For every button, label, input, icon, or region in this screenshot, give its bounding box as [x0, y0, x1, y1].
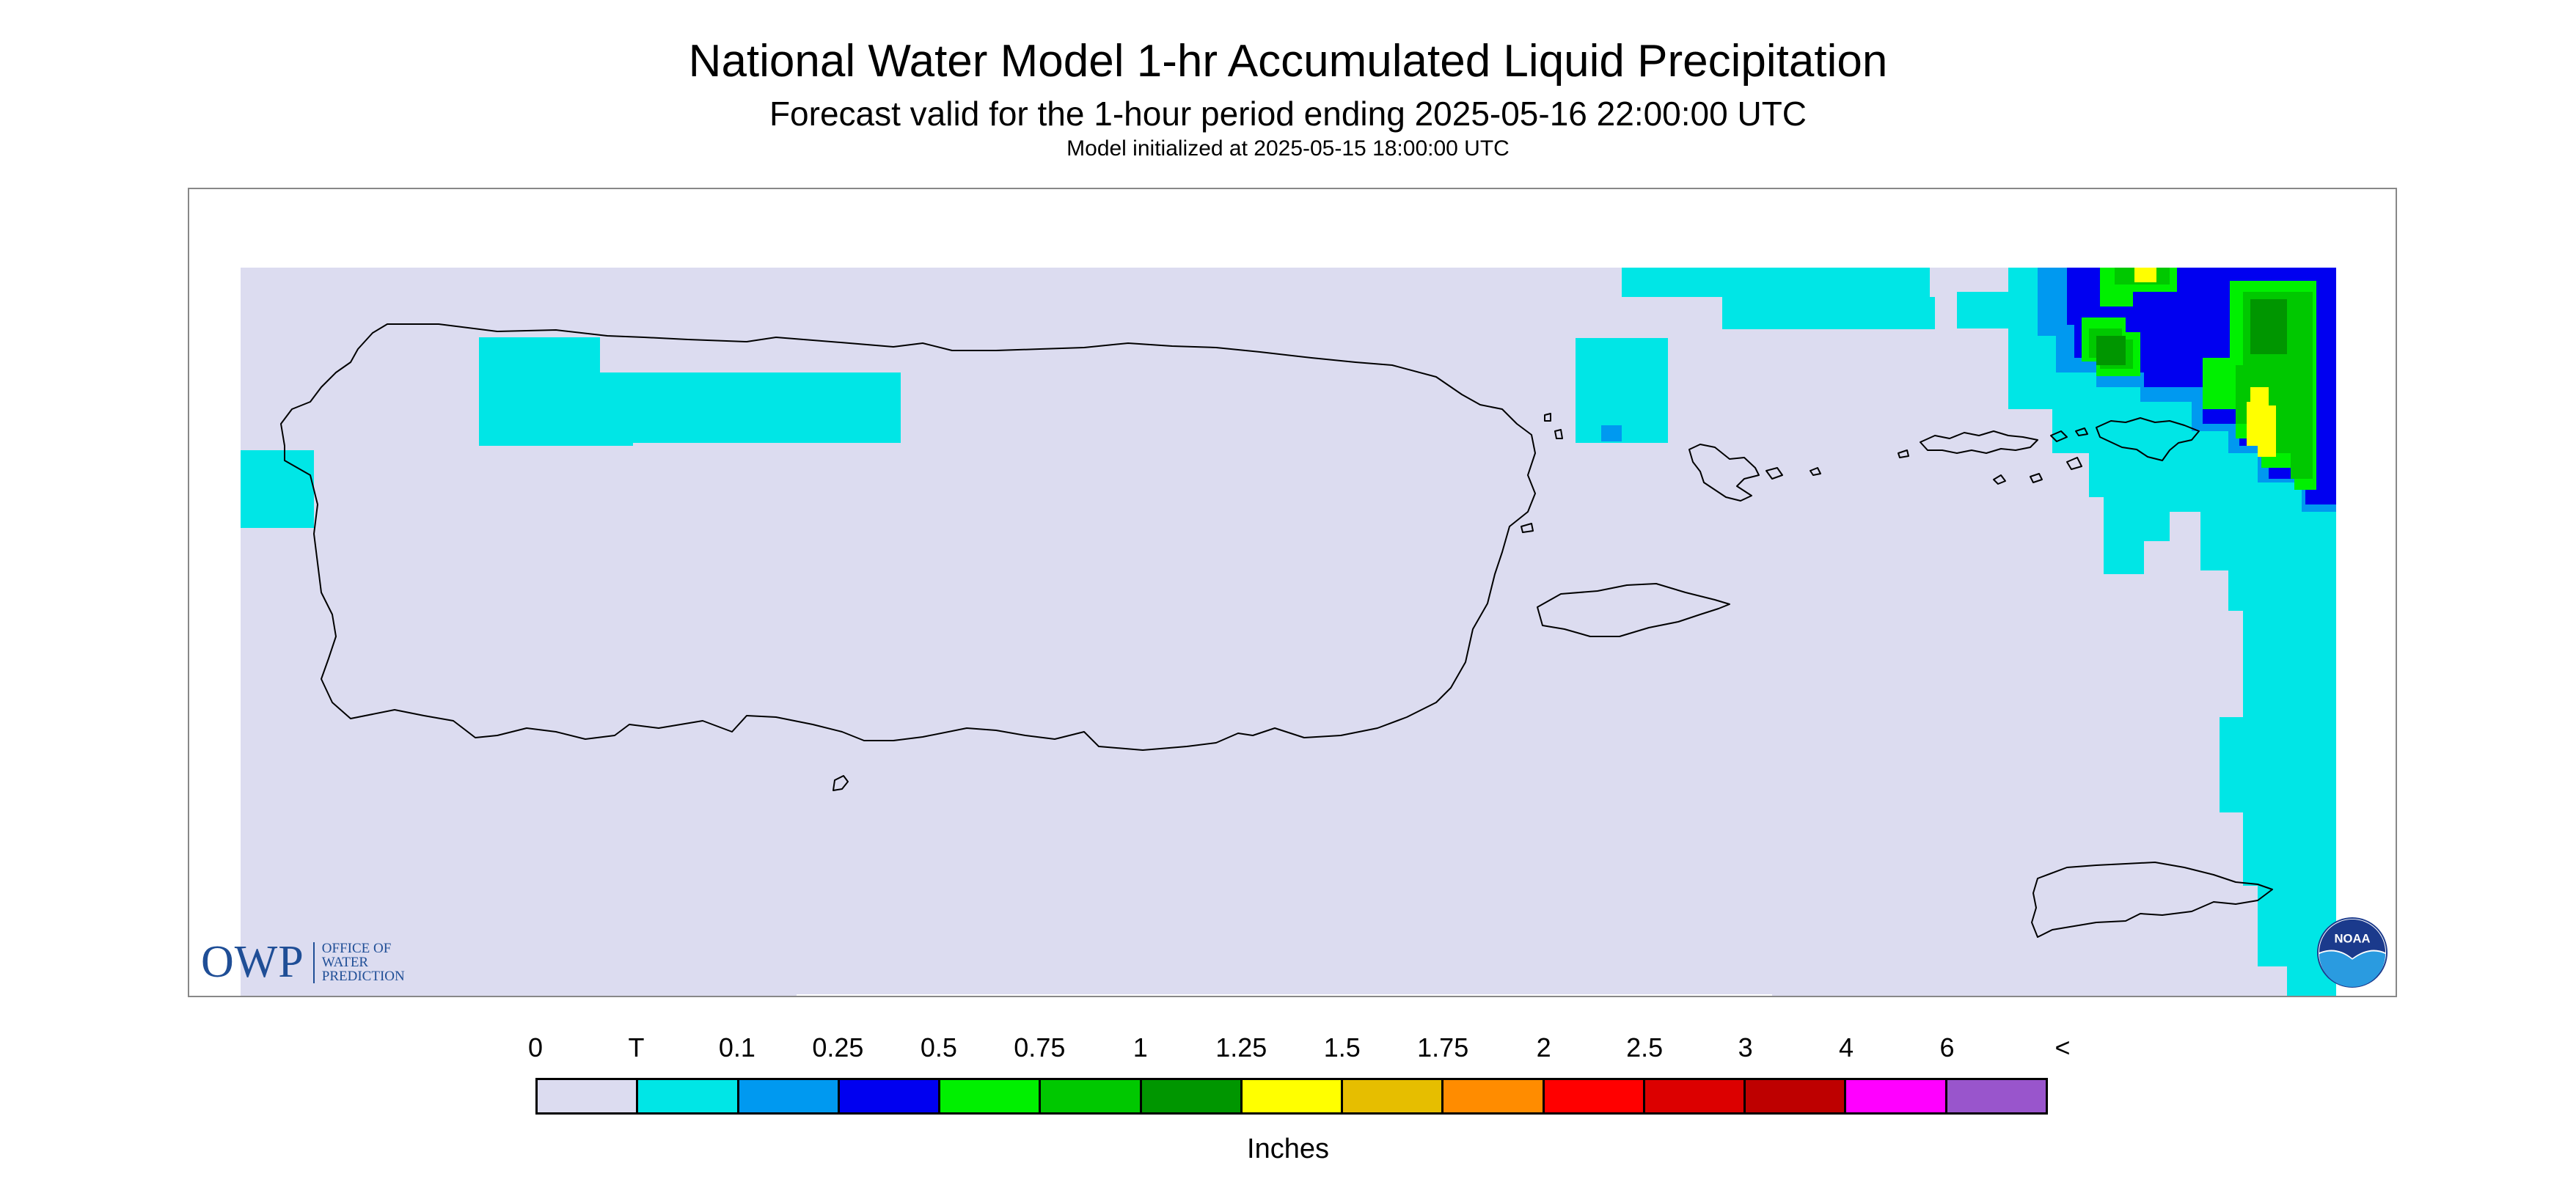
precip-trace-patch [241, 450, 314, 528]
legend-swatch [940, 1080, 1042, 1112]
legend-tick-labels: 0 T 0.1 0.25 0.5 0.75 1 1.25 1.5 1.75 2 2.5 3 4 6 < [0, 1032, 2576, 1069]
legend-tick-label: T [628, 1032, 645, 1062]
legend-tick-label: 1 [1133, 1032, 1148, 1062]
owp-logo: OWP OFFICE OF WATER PREDICTION [201, 936, 405, 988]
legend-swatch [638, 1080, 739, 1112]
coastlines [280, 323, 2273, 938]
precip-1.25-area [2247, 387, 2276, 457]
vieques-coastline [1537, 583, 1730, 637]
cayo-coastline [1521, 523, 1534, 533]
precip-heavy-cluster [2038, 268, 2336, 512]
map-edge-gap [797, 994, 1772, 996]
owp-abbrev: OWP [201, 937, 304, 987]
legend-swatch [1846, 1080, 1947, 1112]
legend-swatch [1544, 1080, 1645, 1112]
legend-tick-label: 0.5 [920, 1032, 957, 1062]
legend-tick-label: 1.25 [1215, 1032, 1267, 1062]
precip-0.1-patch [1601, 425, 1622, 441]
islet-coastline [2030, 473, 2043, 483]
legend-swatch [538, 1080, 639, 1112]
st-croix-coastline [2031, 862, 2273, 938]
legend-swatch [1644, 1080, 1746, 1112]
legend-tick-label: 0.25 [812, 1032, 864, 1062]
st-john-coastline [2096, 417, 2200, 461]
precip-trace-patch [1622, 268, 1930, 297]
owp-line-1: OFFICE OF [321, 941, 392, 956]
map-panel: OWP OFFICE OF WATER PREDICTION NOAA [188, 188, 2397, 997]
model-init-time: Model initialized at 2025-05-15 18:00:00… [1066, 136, 1510, 161]
legend-colorbar [535, 1078, 2048, 1115]
islet-coastline [1810, 467, 1821, 476]
legend-swatch [1746, 1080, 1847, 1112]
puerto-rico-coastline [280, 323, 1536, 751]
islet-coastline [2066, 457, 2082, 470]
owp-fullname: OFFICE OF WATER PREDICTION [322, 941, 405, 983]
legend-tick-label: 6 [1939, 1032, 1955, 1062]
precipitation-map [241, 268, 2336, 996]
islet-coastline [2075, 427, 2088, 436]
culebra-coastline [1688, 444, 1760, 502]
noaa-logo-text: NOAA [2334, 931, 2370, 945]
legend-tick-label: 2 [1536, 1032, 1551, 1062]
noaa-logo: NOAA [2316, 917, 2388, 988]
culebrita-coastline [1765, 467, 1783, 480]
legend-swatch [1947, 1080, 2046, 1112]
legend-swatch [1443, 1080, 1545, 1112]
st-thomas-coastline [1920, 430, 2038, 454]
legend-tick-label: 0 [527, 1032, 544, 1062]
legend-tick-label: < [2054, 1032, 2071, 1062]
map-subtitle: Forecast valid for the 1-hour period end… [769, 95, 1807, 133]
precip-1-area [2250, 299, 2287, 354]
legend-tick-label: 0.1 [718, 1032, 755, 1062]
mona-island-coastline [833, 775, 849, 791]
islet-coastline [1993, 474, 2006, 485]
legend-tick-label: 2.5 [1626, 1032, 1664, 1062]
owp-divider [312, 941, 315, 983]
precip-1-area [2096, 336, 2126, 365]
legend-tick-label: 1.75 [1417, 1032, 1469, 1062]
map-title: National Water Model 1-hr Accumulated Li… [688, 36, 1888, 87]
legend-tick-label: 4 [1839, 1032, 1854, 1062]
owp-line-3: PREDICTION [321, 969, 405, 984]
cayo-coastline [1544, 413, 1551, 422]
legend-tick-label: 1.5 [1323, 1032, 1361, 1062]
legend-tick-label: 3 [1738, 1032, 1753, 1062]
islet-coastline [1898, 449, 1909, 458]
legend-swatch [1343, 1080, 1444, 1112]
legend-swatch [1141, 1080, 1243, 1112]
legend-swatch [1242, 1080, 1344, 1112]
legend-swatch [1041, 1080, 1142, 1112]
cayo-coastline [1554, 429, 1563, 439]
precip-trace-patch [820, 372, 893, 431]
legend-swatch [839, 1080, 941, 1112]
legend-swatch [739, 1080, 840, 1112]
legend-tick-label: 0.75 [1014, 1032, 1066, 1062]
legend-units-label: Inches [1247, 1134, 1329, 1164]
precip-trace-patch [1722, 297, 1935, 329]
islet-coastline [2050, 430, 2068, 442]
precip-1.25-patch [2134, 268, 2156, 282]
owp-line-2: WATER [321, 955, 369, 970]
